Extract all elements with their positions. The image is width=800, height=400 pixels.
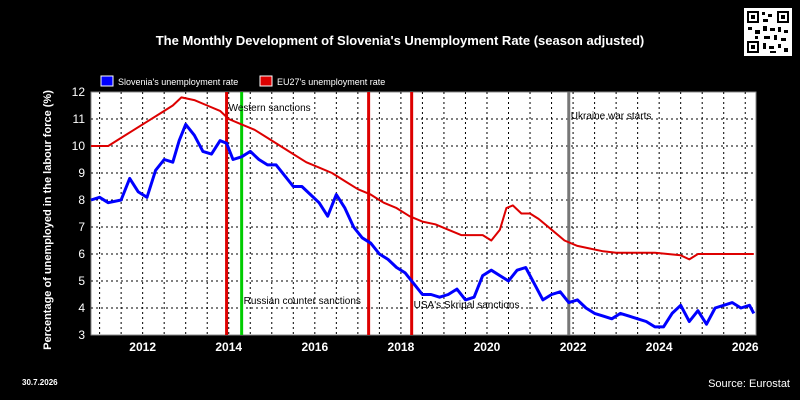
x-tick-label: 2016 [301,340,328,354]
y-tick-label: 12 [72,85,86,99]
x-tick-label: 2012 [129,340,156,354]
y-tick-label: 11 [73,112,86,126]
y-tick-label: 3 [78,328,85,342]
legend-label: Slovenia's unemployment rate [118,77,238,87]
y-tick-labels: 3 4 5 6 7 8 9 10 11 12 [72,85,86,342]
legend-label: EU27's unemployment rate [277,77,385,87]
grid [91,92,756,335]
legend-swatch [100,75,114,87]
y-tick-label: 4 [78,301,85,315]
y-tick-label: 7 [78,220,85,234]
series-lines [90,96,756,329]
date-stamp: 30.7.2026 [22,378,58,387]
x-tick-label: 2022 [560,340,587,354]
source-credit: Source: Eurostat [708,378,790,390]
chart-title: The Monthly Development of Slovenia's Un… [155,33,645,48]
y-tick-label: 10 [72,139,86,153]
y-tick-label: 8 [78,193,85,207]
series-line-1 [91,96,754,261]
x-tick-label: 2014 [215,340,242,354]
x-tick-label: 2026 [732,340,759,354]
x-tick-label: 2024 [646,340,673,354]
event-label: Russian counter sanctions [244,296,361,307]
x-tick-label: 2018 [388,340,415,354]
series-line-0 [90,122,756,329]
x-tick-labels: 2012 2014 2016 2018 2020 2022 2024 2026 [129,340,759,354]
event-markers: Western sanctions Russian counter sanctio… [225,92,652,335]
event-label: USA's Skripal sanctions [414,300,520,311]
event-label: Western sanctions [229,103,311,114]
y-tick-label: 5 [78,274,85,288]
event-label: Ukraine war starts [571,111,652,122]
y-tick-label: 6 [78,247,85,261]
legend: Slovenia's unemployment rate EU27's unemp… [100,75,385,87]
qr-code-icon [744,8,792,56]
legend-swatch [259,75,273,87]
y-tick-label: 9 [78,166,85,180]
x-tick-label: 2020 [474,340,501,354]
